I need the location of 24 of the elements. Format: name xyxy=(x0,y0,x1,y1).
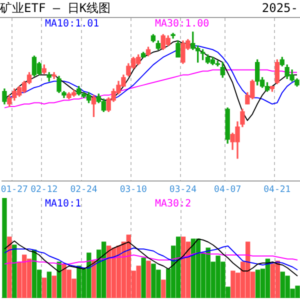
x-tick-label: 02-24 xyxy=(70,184,98,195)
x-tick-label: 04-21 xyxy=(264,184,291,195)
bar xyxy=(52,276,56,298)
bar xyxy=(46,272,52,298)
text: MA30:1.00 xyxy=(155,18,210,30)
x-tick-label: 02-12 xyxy=(30,184,58,195)
bar xyxy=(2,198,7,298)
bar xyxy=(146,260,151,298)
bar xyxy=(92,260,96,298)
text: MA30:2 xyxy=(155,198,192,210)
chart-title: 矿业ETF — 日K线图 xyxy=(0,0,111,16)
text: MA10:1.01 xyxy=(45,18,100,30)
x-tick-label: 01-27 xyxy=(0,184,28,195)
bar xyxy=(161,280,166,298)
x-tick-label: 03-10 xyxy=(120,184,147,195)
text: MA10:1 xyxy=(45,198,82,210)
chart-subtitle: 2025- xyxy=(262,0,298,16)
bar xyxy=(42,278,47,298)
bar xyxy=(12,244,17,298)
bar xyxy=(7,236,12,298)
bar xyxy=(56,262,62,298)
x-tick-label: 03-24 xyxy=(169,184,197,195)
bar xyxy=(141,258,146,298)
x-tick-label: 04-07 xyxy=(214,184,242,195)
